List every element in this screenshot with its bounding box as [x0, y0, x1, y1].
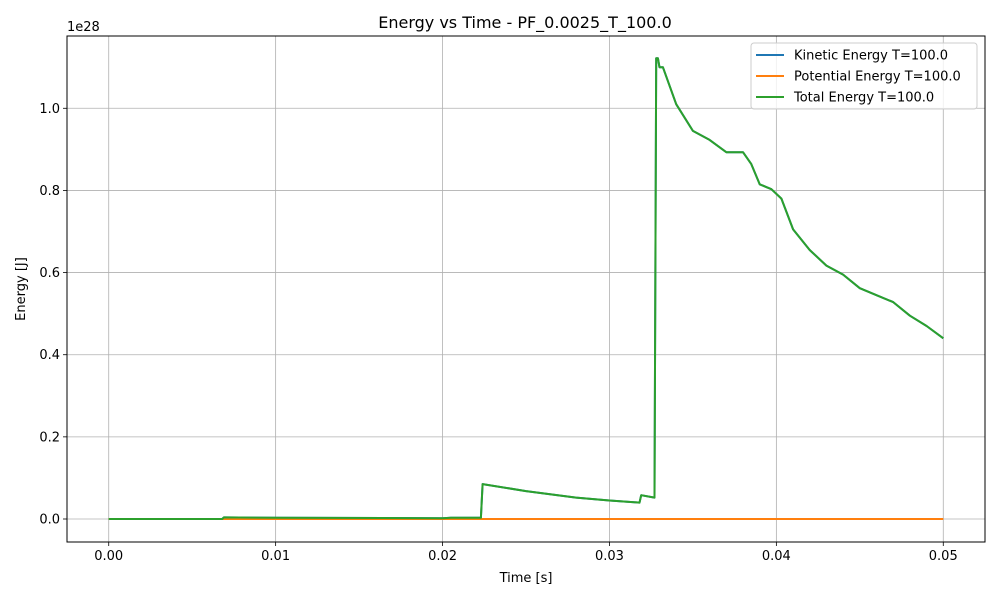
- legend: Kinetic Energy T=100.0 Potential Energy T…: [750, 42, 978, 110]
- x-tick-label: 0.03: [595, 549, 624, 564]
- y-tick-label: 0.8: [39, 184, 60, 199]
- y-tick-label: 0.4: [39, 348, 60, 363]
- x-tick-label: 0.00: [94, 549, 123, 564]
- y-tick-label: 0.0: [39, 513, 60, 528]
- y-tick-label: 0.6: [39, 266, 60, 281]
- x-axis: 0.00 0.01 0.02 0.03 0.04 0.05: [94, 542, 958, 564]
- series-layer: [108, 57, 944, 520]
- x-axis-label: Time [s]: [499, 571, 553, 586]
- legend-label-2: Total Energy T=100.0: [793, 91, 934, 106]
- legend-box: [750, 42, 978, 110]
- x-tick-label: 0.04: [762, 549, 791, 564]
- x-tick-label: 0.05: [929, 549, 958, 564]
- y-axis-offset-label: 1e28: [67, 20, 100, 35]
- legend-label-0: Kinetic Energy T=100.0: [794, 49, 948, 64]
- y-tick-label: 0.2: [39, 430, 60, 445]
- legend-label-1: Potential Energy T=100.0: [794, 70, 961, 85]
- y-axis: 0.0 0.2 0.4 0.6 0.8 1.0: [39, 102, 67, 528]
- plot-frame: [66, 35, 986, 543]
- y-tick-label: 1.0: [39, 102, 60, 117]
- x-tick-label: 0.01: [261, 549, 290, 564]
- y-axis-label: Energy [J]: [14, 257, 29, 321]
- chart-title: Energy vs Time - PF_0.0025_T_100.0: [378, 13, 672, 33]
- x-tick-label: 0.02: [428, 549, 457, 564]
- series-line-2: [108, 57, 944, 520]
